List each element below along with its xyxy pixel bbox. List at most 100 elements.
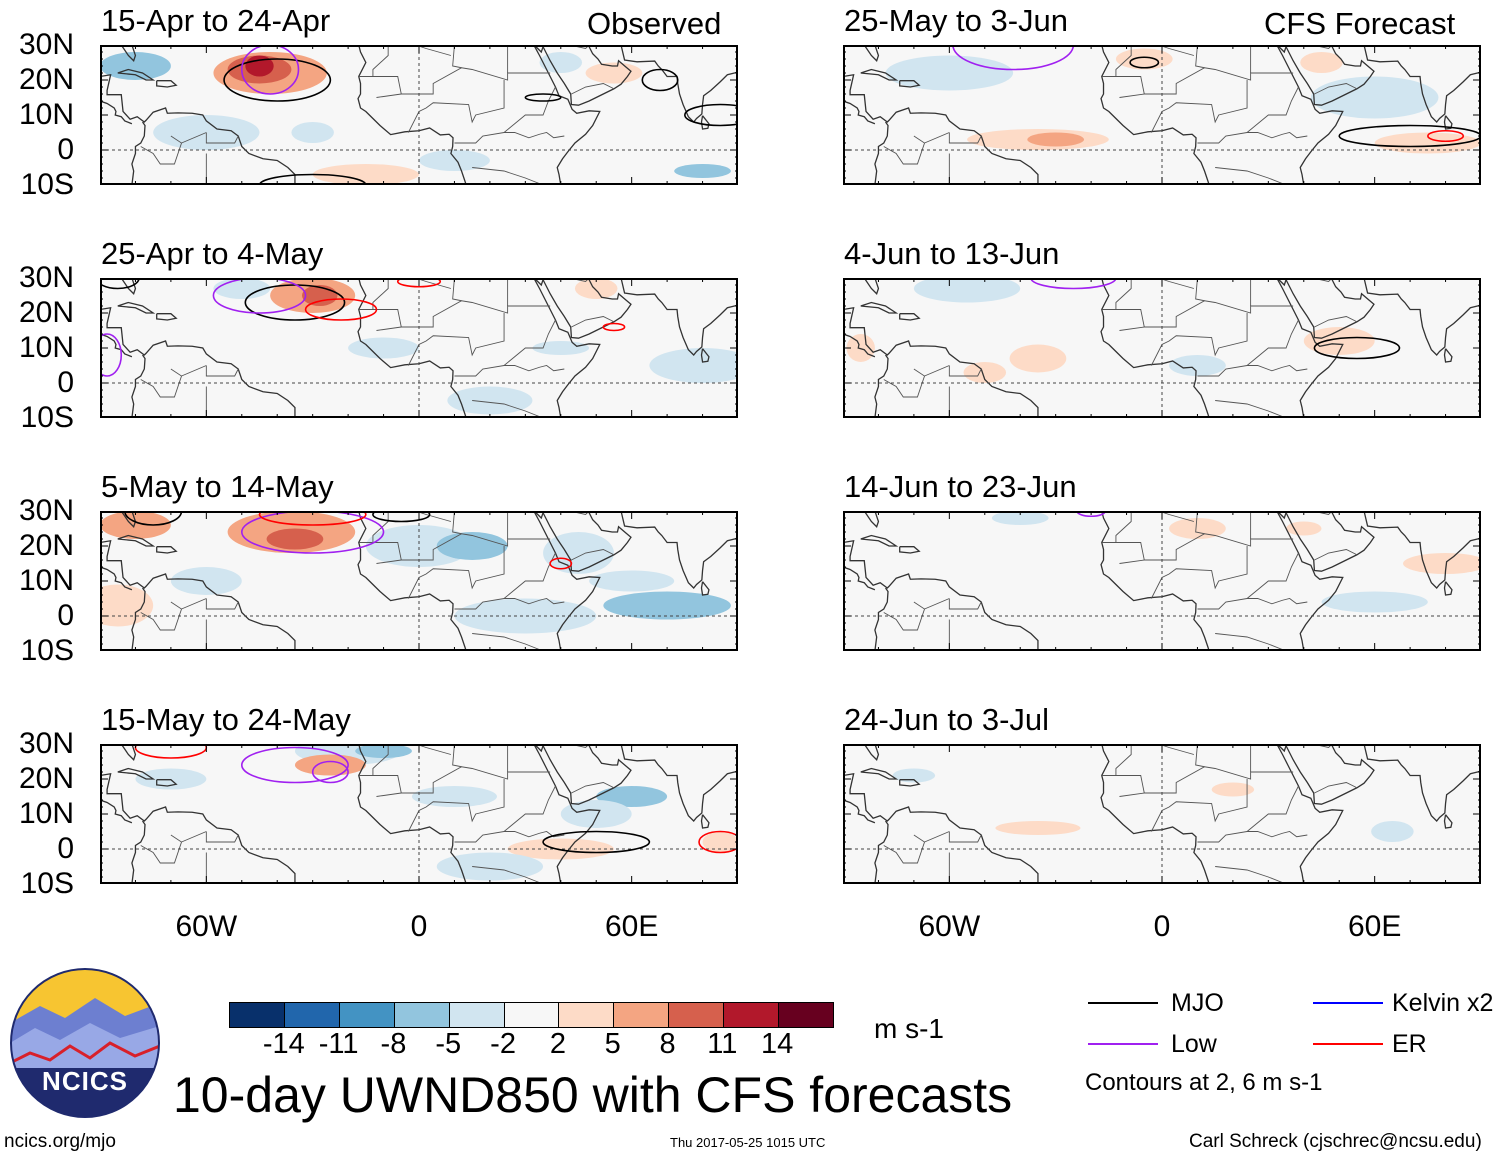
colorbar-swatch — [669, 1003, 725, 1027]
coastline — [620, 278, 738, 356]
coastline — [843, 539, 1039, 651]
coastline — [156, 313, 178, 321]
coastline — [874, 354, 889, 418]
colorbar-tick-label: 8 — [659, 1028, 676, 1060]
panel-title: 25-Apr to 4-May — [101, 236, 324, 271]
x-tick-label: 0 — [410, 910, 428, 943]
legend-label-mjo: MJO — [1171, 989, 1224, 1017]
contour — [1076, 511, 1107, 518]
anomaly-shading — [507, 838, 614, 860]
y-tick-label: 30N — [18, 261, 74, 294]
coastline — [1363, 744, 1481, 822]
coastline — [843, 278, 880, 295]
footer-url[interactable]: ncics.org/mjo — [4, 1131, 116, 1152]
coastline — [843, 511, 880, 528]
anomaly-shading — [1286, 521, 1322, 536]
coastline — [1443, 348, 1453, 363]
coastline — [700, 814, 710, 829]
coastline — [1443, 814, 1453, 829]
contour — [100, 278, 140, 290]
y-tick-label: 30N — [18, 28, 74, 61]
coastline — [533, 45, 632, 106]
anomaly-shading — [913, 278, 1021, 303]
y-tick-label: 20N — [18, 529, 74, 562]
colorbar-swatch — [779, 1003, 833, 1027]
coastline — [533, 511, 601, 651]
panel-title: 5-May to 14-May — [101, 469, 334, 504]
coastline — [357, 744, 467, 884]
colorbar-swatch — [339, 1003, 395, 1027]
anomaly-shading — [617, 789, 646, 804]
coastline — [100, 511, 137, 528]
coastline — [533, 511, 632, 572]
x-tick-label: 0 — [1153, 910, 1171, 943]
colorbar-swatch — [230, 1003, 285, 1027]
coastline — [100, 333, 133, 358]
anomaly-shading — [1321, 591, 1428, 613]
coastline — [533, 278, 632, 339]
y-tick-label: 30N — [18, 727, 74, 760]
contour — [698, 830, 738, 854]
coastline — [1276, 45, 1375, 106]
map-panel — [100, 45, 738, 185]
coastline — [100, 306, 296, 418]
contour — [304, 298, 378, 321]
coastline — [100, 45, 137, 62]
contour — [684, 103, 738, 127]
legend-label-low: Low — [1171, 1030, 1217, 1058]
coastline — [1363, 45, 1481, 123]
colorbar-swatch — [504, 1003, 560, 1027]
contour — [524, 93, 562, 102]
colorbar-swatch — [614, 1003, 670, 1027]
coastline — [1363, 278, 1481, 356]
anomaly-shading — [560, 800, 632, 828]
anomaly-shading — [419, 150, 490, 171]
panel-title: 4-Jun to 13-Jun — [844, 236, 1060, 271]
logo-text: NCICS — [42, 1066, 128, 1096]
coastline — [131, 354, 146, 418]
observed-header: Observed — [587, 6, 722, 41]
colorbar-swatch — [394, 1003, 450, 1027]
coastline — [874, 121, 889, 185]
coastline — [1443, 581, 1453, 596]
map-panel — [843, 278, 1481, 418]
y-tick-label: 10N — [18, 564, 74, 597]
colorbar-swatch — [449, 1003, 505, 1027]
footer-credit: Carl Schreck (cjschrec@ncsu.edu) — [1189, 1131, 1482, 1152]
coastline — [100, 772, 296, 884]
coastline — [843, 772, 1039, 884]
coastline — [100, 799, 133, 824]
x-tick-label: 60E — [1347, 910, 1402, 943]
colorbar-swatch — [559, 1003, 615, 1027]
coastline — [156, 80, 178, 88]
anomaly-shading — [436, 852, 544, 881]
coastline — [843, 100, 876, 125]
y-tick-label: 10S — [20, 634, 74, 667]
anomaly-shading — [170, 567, 242, 595]
coastline — [1100, 45, 1210, 185]
anomaly-shading — [991, 511, 1049, 525]
coastline — [357, 278, 467, 418]
coastline — [899, 313, 921, 321]
contour — [240, 45, 300, 95]
coastline — [533, 744, 632, 805]
contour — [372, 511, 431, 523]
y-tick-label: 20N — [18, 296, 74, 329]
anomaly-shading — [447, 386, 533, 415]
coastline — [533, 744, 601, 884]
coastline — [117, 534, 156, 547]
contour — [1313, 336, 1401, 360]
anomaly-shading — [885, 55, 1014, 91]
coastline — [357, 45, 467, 185]
y-tick-label: 30N — [18, 494, 74, 527]
contour — [240, 511, 385, 554]
y-tick-label: 20N — [18, 63, 74, 96]
anomaly-shading — [892, 768, 936, 783]
panel-title: 15-May to 24-May — [101, 702, 351, 737]
colorbar — [229, 1002, 834, 1028]
y-tick-label: 10N — [18, 331, 74, 364]
anomaly-shading — [1374, 132, 1481, 154]
y-tick-label: 0 — [57, 832, 74, 865]
colorbar-ticks: -14 -11 -8 -5 -2 2 5 8 11 14 — [229, 1028, 834, 1062]
contour — [258, 173, 367, 185]
